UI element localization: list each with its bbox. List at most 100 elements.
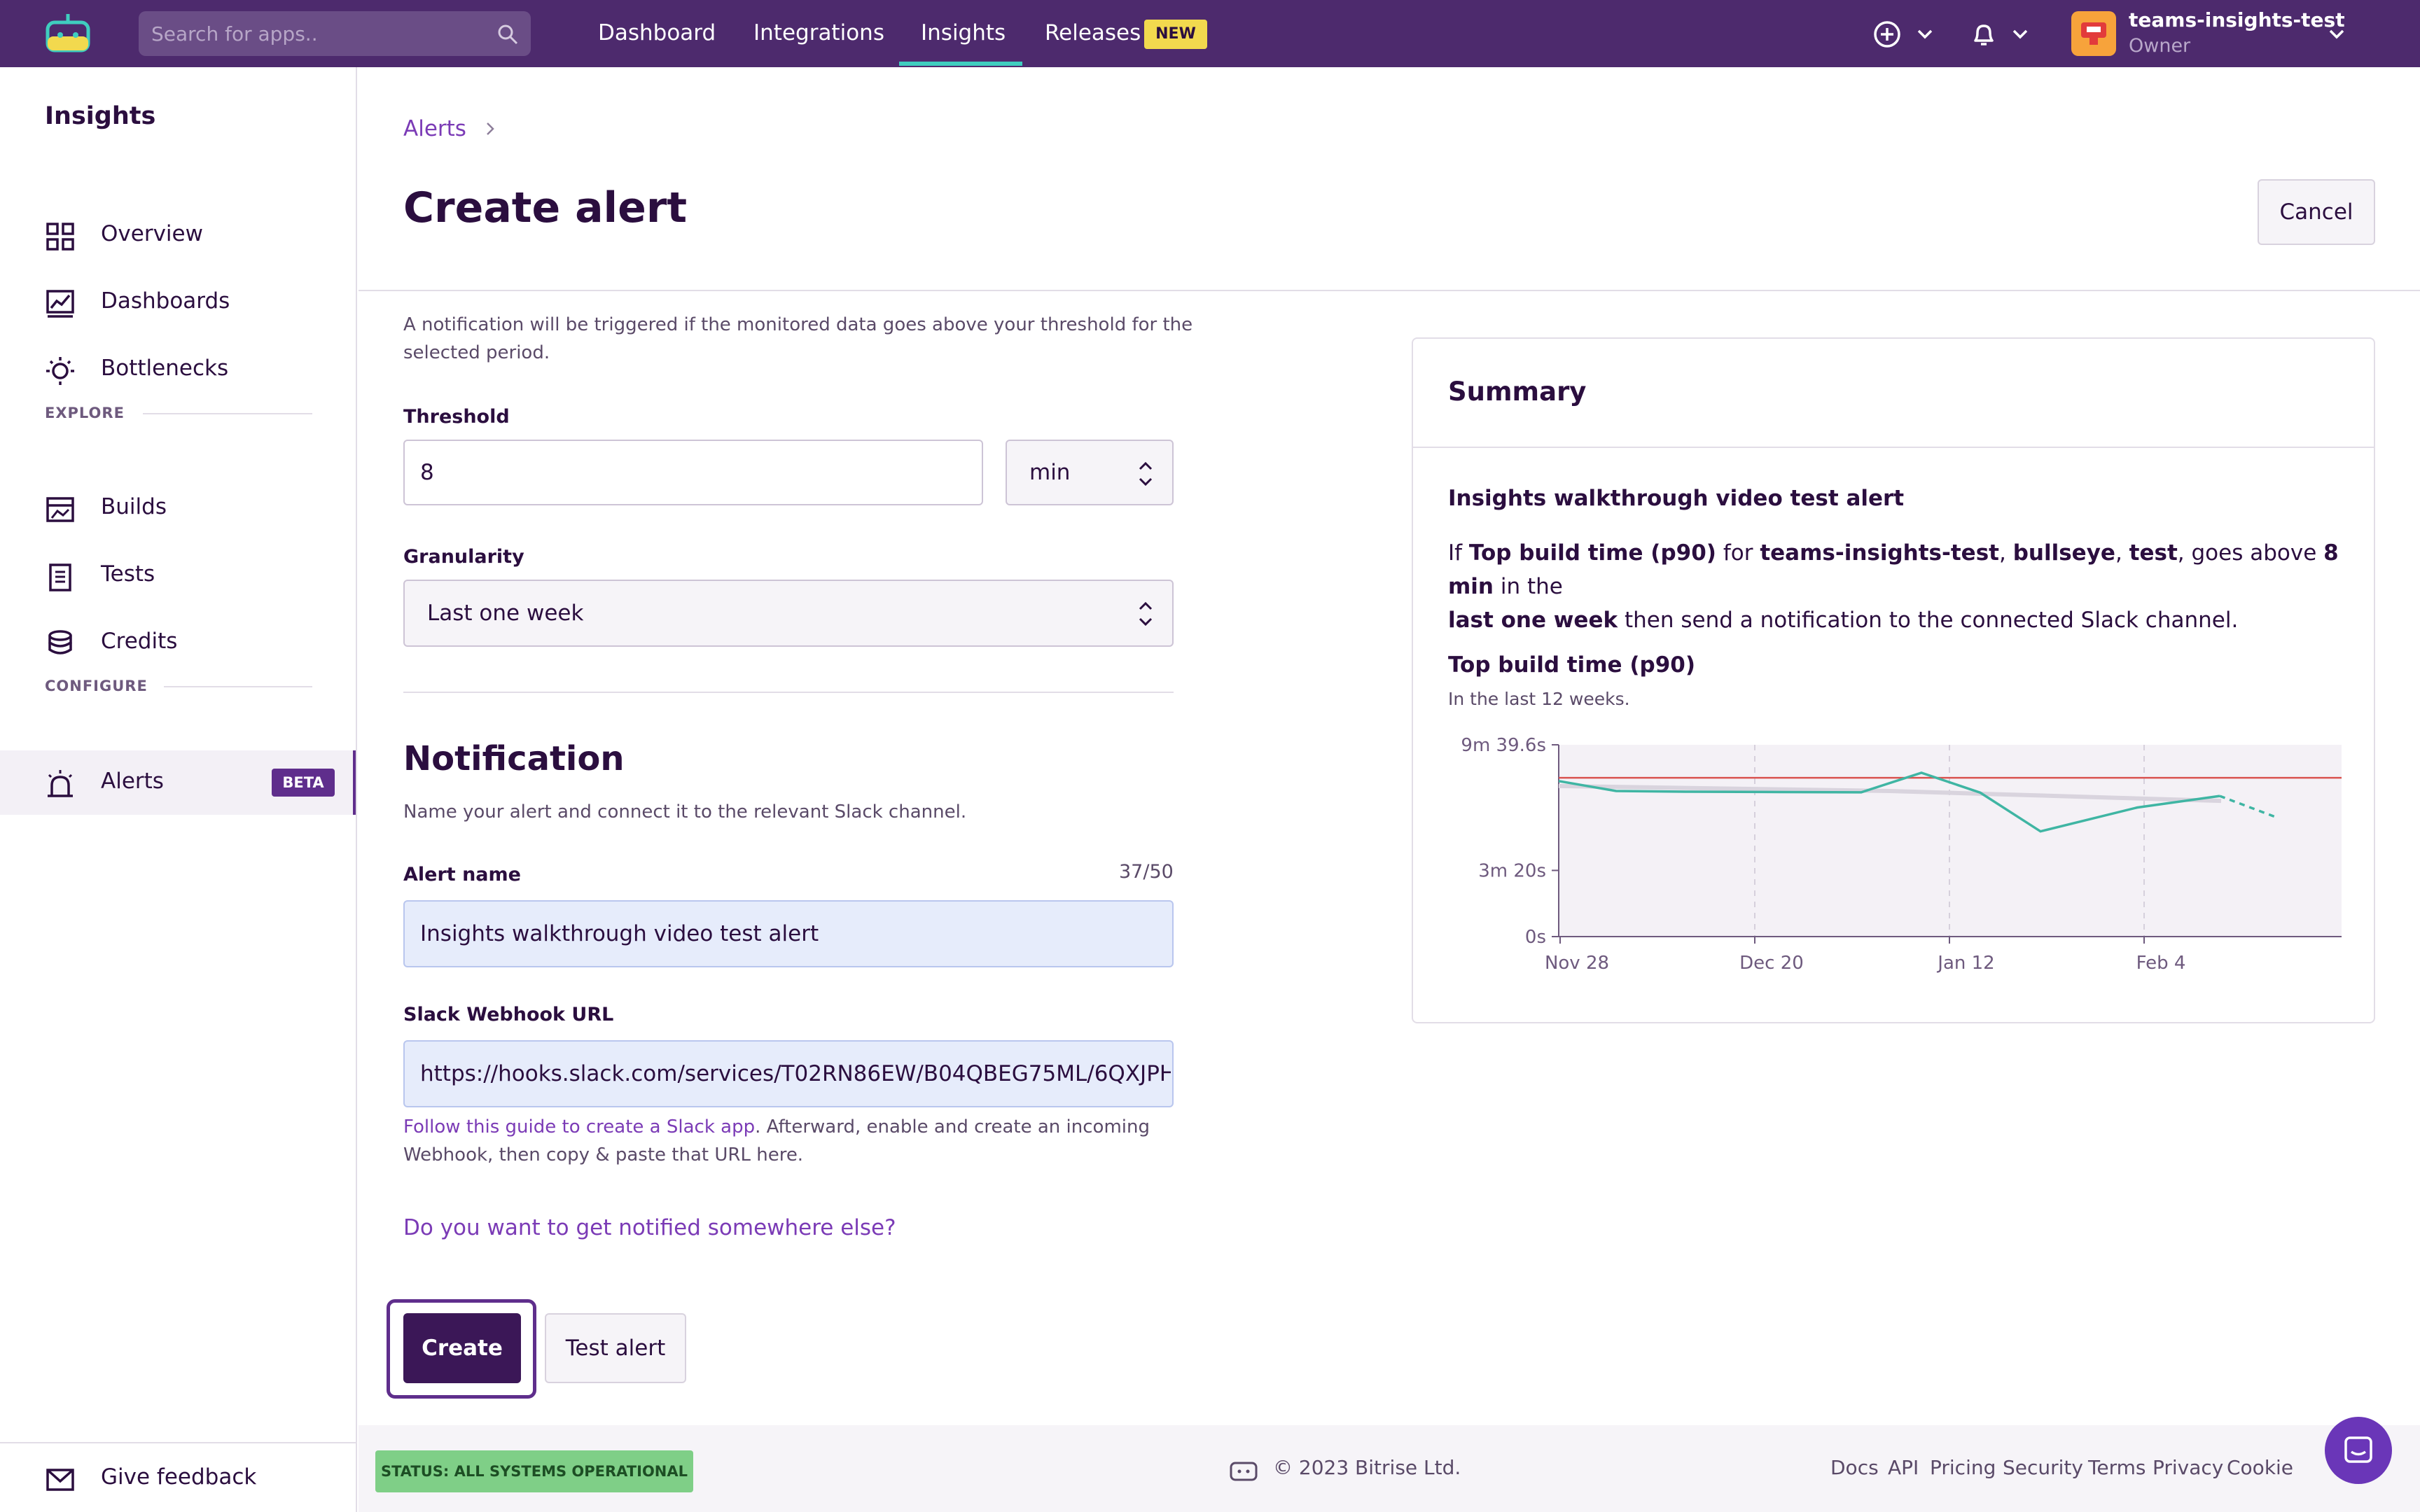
new-badge: NEW	[1144, 20, 1207, 49]
notify-elsewhere-link[interactable]: Do you want to get notified somewhere el…	[403, 1215, 896, 1240]
sidebar-item-label: Builds	[101, 494, 167, 519]
alert-name-label: Alert name	[403, 864, 521, 886]
text: for	[1716, 540, 1760, 566]
help-line: Webhook, then copy & paste that URL here…	[403, 1144, 804, 1166]
sidebar-item-label: Bottlenecks	[101, 356, 229, 381]
chart-subtitle: In the last 12 weeks.	[1448, 689, 1630, 709]
test-alert-button[interactable]: Test alert	[545, 1313, 686, 1383]
bitrise-logo-icon[interactable]	[43, 13, 92, 55]
footer-link-terms[interactable]: Terms	[2088, 1456, 2146, 1479]
slack-webhook-input[interactable]	[403, 1040, 1174, 1107]
nav-insights[interactable]: Insights	[921, 20, 1006, 46]
granularity-select[interactable]: Last one week	[403, 580, 1174, 647]
sidebar-item-label: Dashboards	[101, 288, 230, 314]
chart-y-tick-label: 9m 39.6s	[1461, 735, 1546, 756]
chart-plot-area	[1559, 745, 2342, 937]
status-badge[interactable]: STATUS: ALL SYSTEMS OPERATIONAL	[375, 1450, 693, 1492]
copyright-text: © 2023 Bitrise Ltd.	[1273, 1456, 1461, 1479]
builds-icon	[46, 497, 74, 522]
notification-heading: Notification	[403, 739, 625, 778]
create-button[interactable]: Create	[403, 1313, 521, 1383]
footer: STATUS: ALL SYSTEMS OPERATIONAL © 2023 B…	[359, 1425, 2420, 1512]
sidebar-item-builds[interactable]: Builds	[0, 476, 356, 540]
search-box[interactable]	[139, 11, 531, 56]
threshold-unit-value: min	[1029, 460, 1071, 485]
threshold-label: Threshold	[403, 406, 510, 428]
section-label-explore: EXPLORE	[45, 405, 125, 421]
clipboard-icon	[49, 564, 71, 592]
bell-icon[interactable]	[1969, 20, 1998, 49]
sidebar-item-bottlenecks[interactable]: Bottlenecks	[0, 337, 356, 402]
threshold-input[interactable]	[403, 440, 983, 505]
siren-icon	[48, 770, 73, 797]
give-feedback-label: Give feedback	[101, 1464, 257, 1490]
sidebar-item-label: Credits	[101, 629, 178, 654]
chart-title: Top build time (p90)	[1448, 652, 1696, 678]
org-name[interactable]: teams-insights-test	[2129, 8, 2345, 31]
threshold-unit-select[interactable]: min	[1006, 440, 1174, 505]
page-title: Create alert	[403, 183, 688, 232]
granularity-label: Granularity	[403, 546, 524, 568]
grid-icon	[46, 223, 74, 251]
summary-title: Summary	[1448, 377, 1587, 407]
text: then send a notification to the connecte…	[1618, 608, 2239, 633]
section-label-configure: CONFIGURE	[45, 678, 148, 694]
org-role: Owner	[2129, 35, 2191, 57]
alert-name-input[interactable]	[403, 900, 1174, 967]
nav-active-indicator	[899, 62, 1022, 66]
section-divider	[143, 413, 312, 414]
text: If	[1448, 540, 1469, 566]
sidebar-item-label: Tests	[101, 561, 155, 587]
granularity-value: Last one week	[427, 601, 584, 626]
footer-link-api[interactable]: API	[1888, 1456, 1919, 1479]
webhook-help-text: Follow this guide to create a Slack app.…	[403, 1113, 1150, 1169]
give-feedback-button[interactable]: Give feedback	[0, 1442, 356, 1512]
cancel-button[interactable]: Cancel	[2258, 179, 2375, 245]
chart-icon	[46, 290, 74, 318]
sidebar-item-credits[interactable]: Credits	[0, 610, 356, 675]
chart-y-tick-label: 3m 20s	[1478, 860, 1546, 881]
create-focus-ring	[387, 1299, 536, 1399]
summary-sentence: If Top build time (p90) for teams-insigh…	[1448, 536, 2358, 637]
chart-x-tick-label: Feb 4	[2136, 953, 2186, 974]
summary-divider	[1413, 447, 2374, 448]
sidebar-item-alerts[interactable]: Alerts BETA	[0, 750, 356, 815]
footer-link-security[interactable]: Security	[2003, 1456, 2083, 1479]
footer-link-docs[interactable]: Docs	[1830, 1456, 1879, 1479]
sidebar-item-overview[interactable]: Overview	[0, 203, 356, 267]
search-icon[interactable]	[497, 24, 518, 45]
beta-badge: BETA	[272, 769, 335, 797]
search-input[interactable]	[150, 18, 479, 49]
nav-releases[interactable]: Releases	[1045, 20, 1141, 46]
slack-guide-link[interactable]: Follow this guide to create a Slack app	[403, 1116, 756, 1138]
chevron-down-icon[interactable]	[2326, 20, 2347, 49]
sidebar-item-dashboards[interactable]: Dashboards	[0, 270, 356, 335]
footer-link-privacy[interactable]: Privacy	[2153, 1456, 2224, 1479]
app: teams-insights-test	[1760, 540, 1999, 566]
org-avatar[interactable]	[2071, 11, 2116, 56]
chart-y-tick-label: 0s	[1525, 927, 1546, 948]
help-line: Follow this guide to create a Slack app.…	[403, 1113, 1150, 1141]
metric: Top build time (p90)	[1468, 540, 1716, 566]
footer-link-cookie[interactable]: Cookie	[2227, 1456, 2294, 1479]
updown-chevron-icon	[1139, 461, 1153, 486]
sidebar-item-tests[interactable]: Tests	[0, 543, 356, 608]
chat-launcher-button[interactable]	[2325, 1417, 2392, 1484]
help-text: . Afterward, enable and create an incomi…	[755, 1116, 1150, 1138]
chevron-down-icon[interactable]	[2010, 20, 2031, 49]
footer-link-pricing[interactable]: Pricing	[1930, 1456, 1996, 1479]
breadcrumb-alerts-link[interactable]: Alerts	[403, 116, 466, 141]
chart-x-tick-label: Nov 28	[1545, 953, 1609, 974]
bitrise-footer-icon	[1230, 1462, 1258, 1481]
chart-series-line	[1558, 771, 2220, 833]
chevron-down-icon[interactable]	[1914, 20, 1935, 49]
nav-integrations[interactable]: Integrations	[753, 20, 884, 46]
nav-dashboard[interactable]: Dashboard	[598, 20, 716, 46]
section-divider	[403, 692, 1174, 693]
chart-x-tick-label: Jan 12	[1936, 953, 1994, 974]
chart-x-tick-label: Dec 20	[1739, 953, 1804, 974]
chevron-right-icon	[487, 122, 494, 135]
sidebar: Insights Overview Dashboards Bottlenecks	[0, 67, 357, 1512]
add-circle-icon[interactable]	[1872, 20, 1902, 49]
summary-alert-name: Insights walkthrough video test alert	[1448, 486, 1905, 511]
